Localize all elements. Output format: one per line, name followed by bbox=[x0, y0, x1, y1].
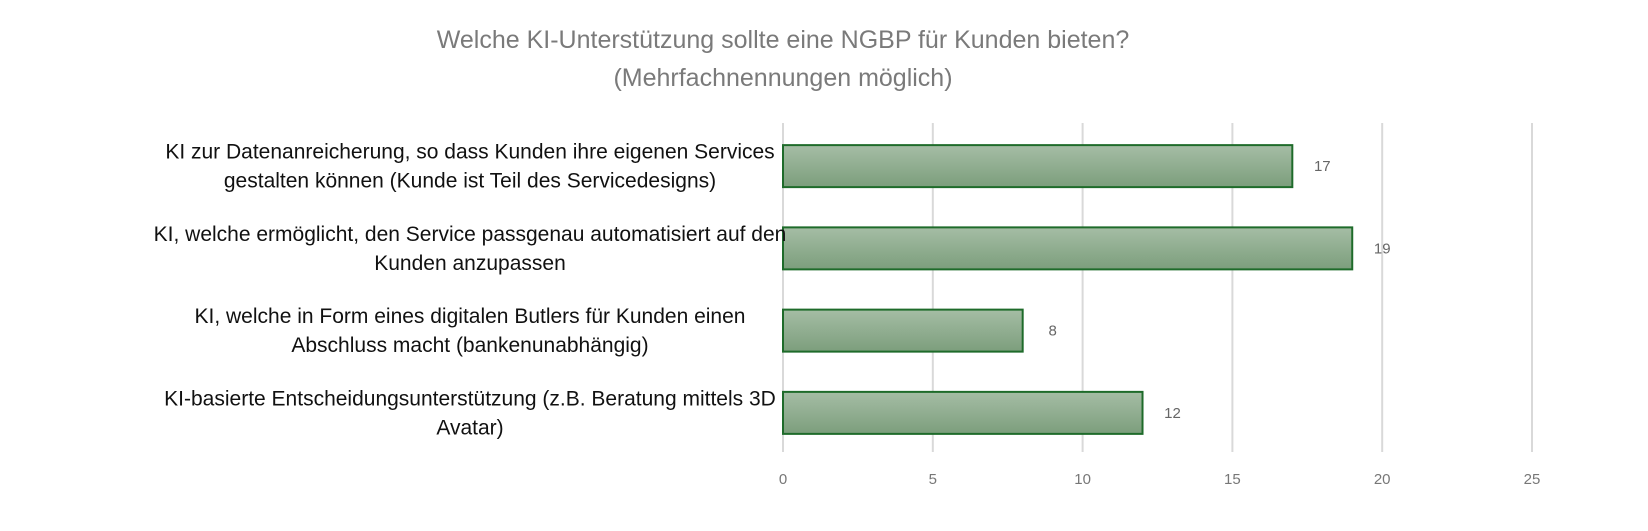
bar bbox=[782, 144, 1294, 189]
x-tick-label: 0 bbox=[779, 471, 787, 488]
category-label: Kunden anzupassen bbox=[374, 252, 566, 275]
category-label: KI-basierte Entscheidungsunterstützung (… bbox=[164, 387, 776, 410]
category-label: KI, welche in Form eines digitalen Butle… bbox=[195, 305, 746, 328]
data-label: 17 bbox=[1314, 158, 1331, 175]
data-label: 12 bbox=[1164, 405, 1181, 422]
category-label: KI, welche ermöglicht, den Service passg… bbox=[154, 223, 787, 246]
bar bbox=[782, 308, 1024, 353]
x-tick-label: 10 bbox=[1074, 471, 1091, 488]
category-label: Avatar) bbox=[436, 416, 503, 439]
data-label: 8 bbox=[1049, 323, 1057, 340]
chart-title-line-2: (Mehrfachnennungen möglich) bbox=[613, 64, 952, 92]
bar bbox=[782, 226, 1354, 271]
category-label: Abschluss macht (bankenunabhängig) bbox=[291, 334, 648, 357]
x-tick-label: 20 bbox=[1374, 471, 1391, 488]
x-tick-label: 15 bbox=[1224, 471, 1241, 488]
x-tick-label: 25 bbox=[1524, 471, 1541, 488]
category-label: gestalten können (Kunde ist Teil des Ser… bbox=[224, 170, 716, 193]
chart-title-line-1: Welche KI-Unterstützung sollte eine NGBP… bbox=[437, 26, 1130, 54]
bar bbox=[782, 390, 1144, 435]
x-tick-label: 5 bbox=[929, 471, 937, 488]
data-label: 19 bbox=[1374, 240, 1391, 257]
category-label: KI zur Datenanreicherung, so dass Kunden… bbox=[165, 141, 774, 164]
